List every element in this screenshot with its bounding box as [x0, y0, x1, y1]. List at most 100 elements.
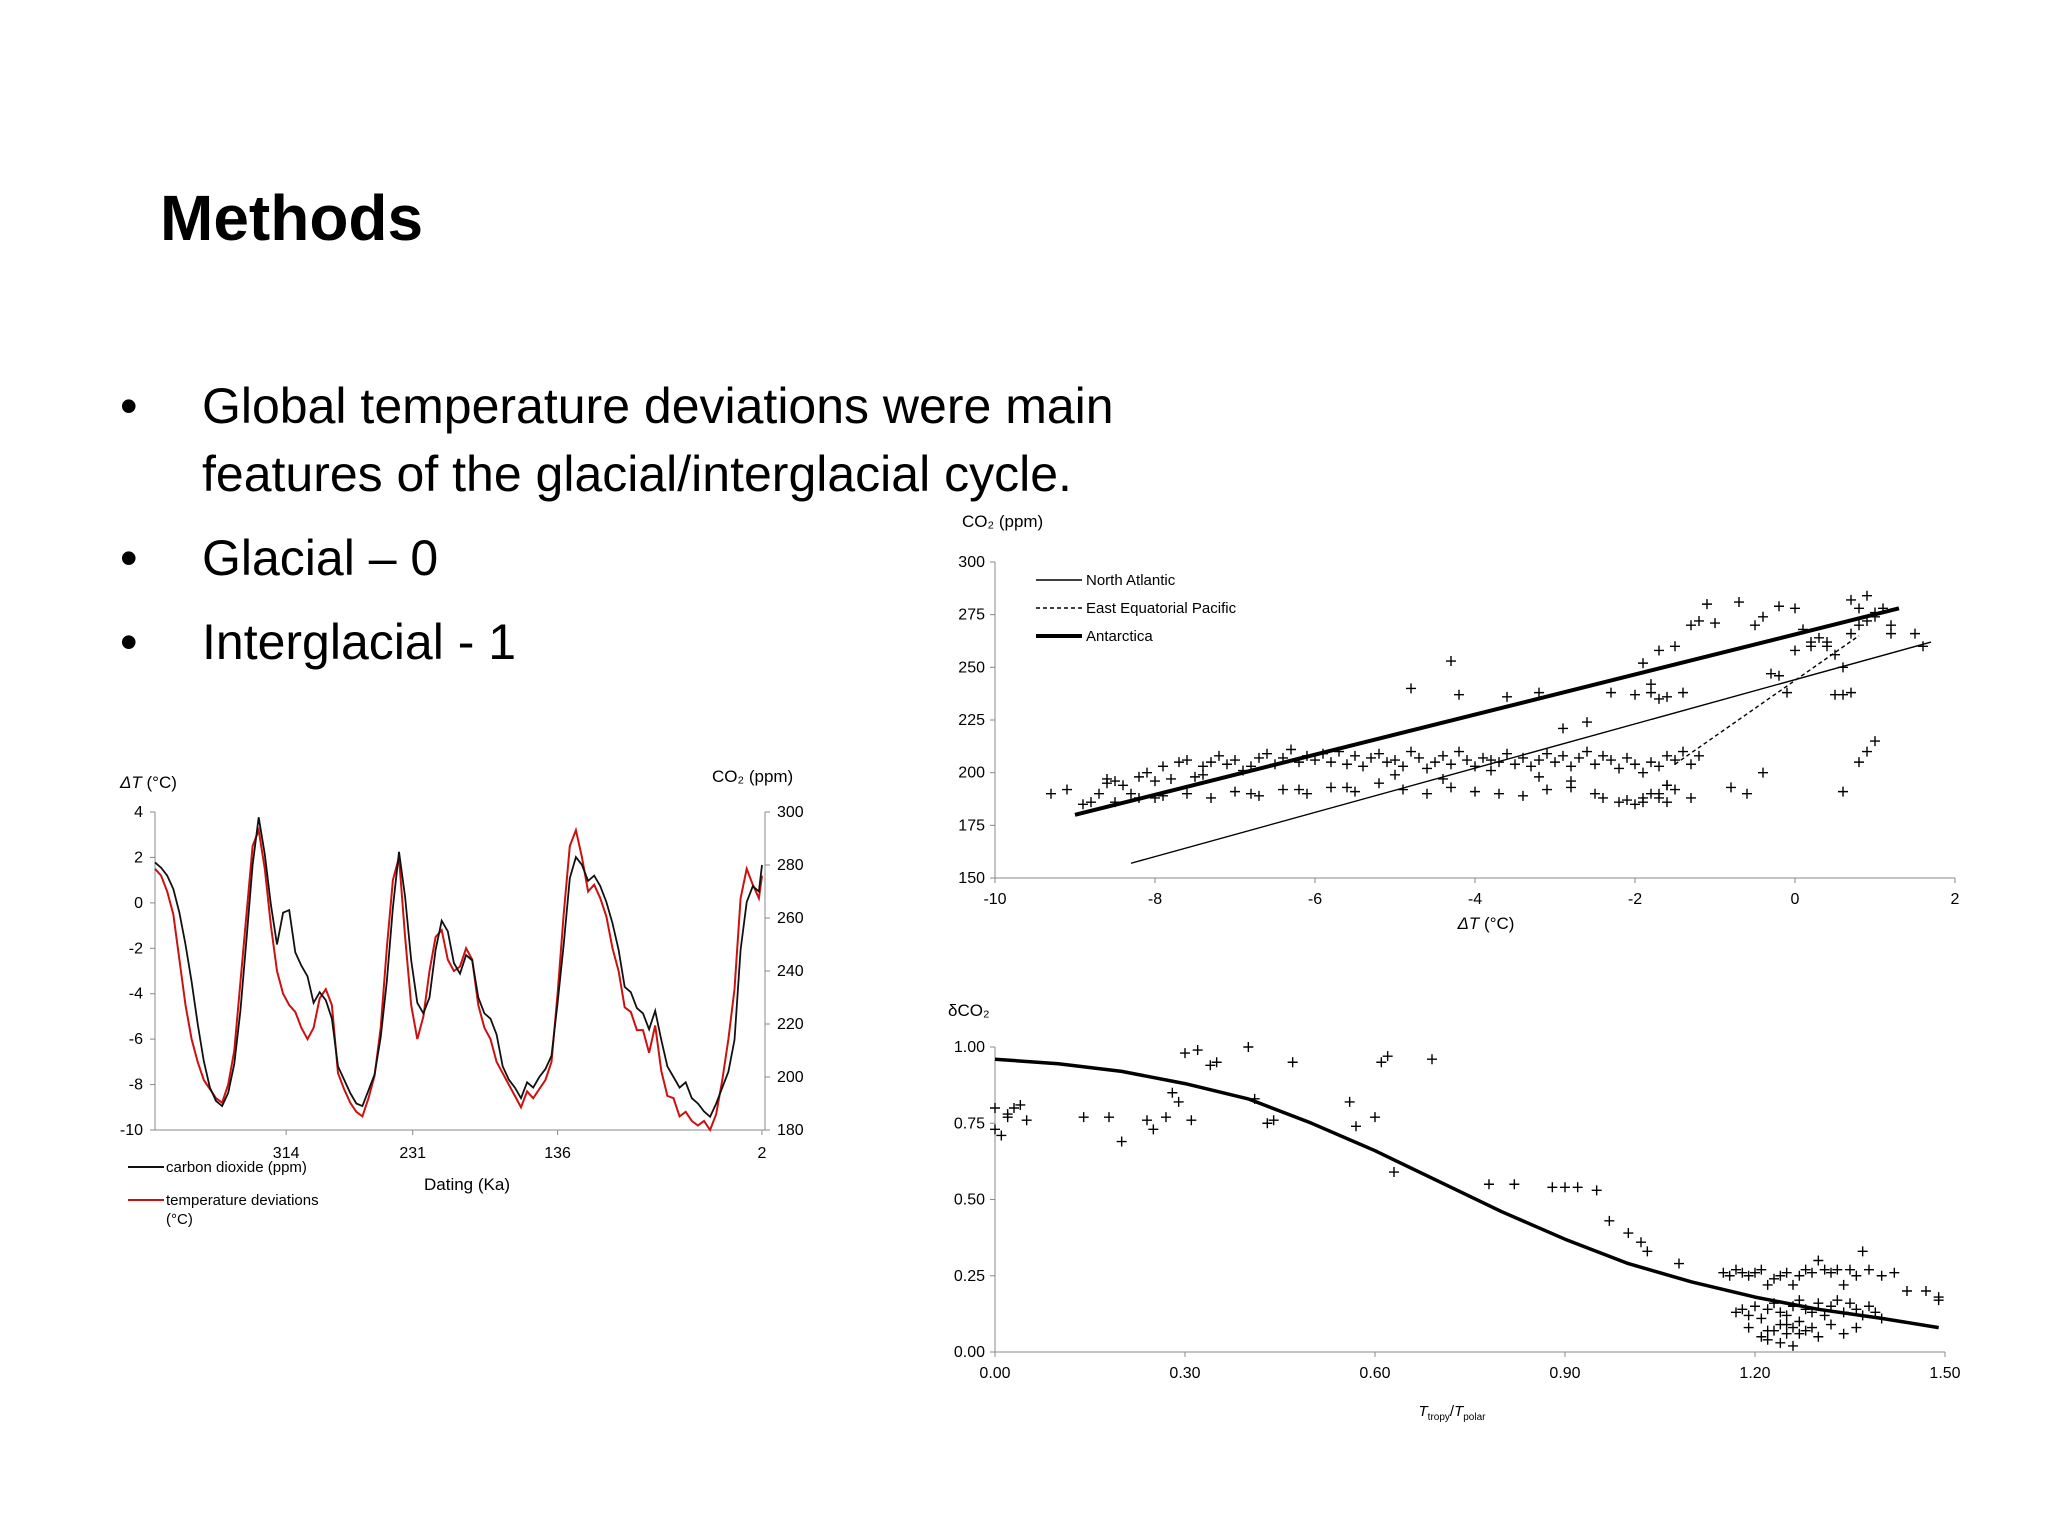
fit-curve [994, 1057, 1939, 1330]
data-point [1838, 1328, 1849, 1339]
data-point [1590, 788, 1600, 799]
data-point [1214, 750, 1224, 761]
data-point [1591, 1185, 1602, 1196]
data-point [1604, 1215, 1615, 1226]
data-point [1142, 1115, 1152, 1126]
data-point [1166, 773, 1176, 784]
data-point [1921, 1286, 1931, 1296]
y-axis-label: δCO₂ [948, 1001, 990, 1020]
bullet-text: Glacial – 0 [202, 530, 439, 586]
data-point [1846, 687, 1856, 698]
data-point [1838, 689, 1848, 700]
y-tick-label: 0.00 [954, 1344, 985, 1361]
data-point [1086, 797, 1096, 808]
data-point [1756, 1264, 1767, 1275]
data-point [990, 1103, 1000, 1113]
data-point [1342, 782, 1352, 793]
data-point [1598, 792, 1608, 803]
legend-label-co2: carbon dioxide (ppm) [166, 1159, 307, 1176]
data-point [1438, 750, 1448, 761]
x-tick-label: 1.50 [1929, 1365, 1960, 1382]
data-point [1790, 603, 1800, 614]
data-point [1800, 1264, 1811, 1275]
data-point [1406, 746, 1416, 757]
y-tick-label: 0.50 [954, 1192, 985, 1209]
data-point [990, 1124, 1000, 1135]
data-point [1462, 755, 1472, 766]
data-point [1737, 1304, 1748, 1315]
data-point [1358, 761, 1368, 772]
data-point [1446, 759, 1456, 770]
data-point [1134, 771, 1144, 782]
data-point [1766, 668, 1776, 679]
data-point [1775, 1337, 1786, 1348]
data-point [1790, 645, 1800, 656]
data-point [1180, 1048, 1190, 1059]
data-point [1807, 1267, 1817, 1278]
right-tick-label: 260 [777, 910, 804, 927]
data-point [1642, 1246, 1653, 1257]
y-tick-label: 300 [958, 554, 985, 571]
data-point [1731, 1264, 1741, 1275]
legend-label-east-equatorial-pacific: East Equatorial Pacific [1086, 600, 1237, 617]
data-point [1454, 746, 1464, 757]
data-point [1326, 782, 1336, 793]
data-point [1807, 1322, 1817, 1333]
data-point [1854, 620, 1864, 631]
data-point [1702, 599, 1712, 610]
data-point [1886, 620, 1896, 631]
data-point [1826, 1267, 1836, 1278]
y-tick-label: 0.75 [954, 1115, 985, 1132]
data-point [1788, 1340, 1798, 1351]
data-point [1622, 795, 1632, 806]
data-point [1654, 761, 1664, 772]
data-point [1756, 1331, 1767, 1342]
data-point [1198, 769, 1208, 780]
y-tick-label: 200 [958, 765, 985, 782]
data-point [1382, 1051, 1393, 1062]
data-point [1094, 788, 1104, 799]
data-point [1654, 645, 1664, 656]
y-tick-label: 250 [958, 659, 985, 676]
data-point [1769, 1273, 1779, 1284]
data-point [1750, 620, 1760, 631]
data-point [1534, 755, 1544, 766]
data-point [1192, 1045, 1203, 1056]
data-point [1762, 1304, 1773, 1315]
data-point [1350, 750, 1360, 761]
data-point [1846, 594, 1856, 605]
data-point [1246, 788, 1256, 799]
data-point [1762, 1334, 1773, 1345]
data-point [1021, 1115, 1032, 1126]
data-point [1670, 784, 1680, 795]
data-point [1832, 1264, 1843, 1275]
data-point [1622, 752, 1632, 763]
data-point [1286, 744, 1296, 755]
data-point [1046, 788, 1056, 799]
data-point [1390, 755, 1400, 766]
data-point [1819, 1310, 1830, 1321]
fit-line-antarctica [1074, 606, 1900, 817]
chart-legend: carbon dioxide (ppm) temperature deviati… [128, 1159, 319, 1228]
data-point [1614, 763, 1624, 774]
data-point [1638, 767, 1648, 778]
x-axis-label: ΔT (°C) [1457, 914, 1515, 933]
data-point [1406, 683, 1416, 694]
data-point [1813, 1298, 1824, 1309]
timeseries-chart: ΔT (°C) CO₂ (ppm) Dating (Ka) carbon dio… [119, 767, 804, 1228]
data-point [1509, 1179, 1520, 1190]
data-point [1186, 1115, 1197, 1126]
data-point [1478, 752, 1488, 763]
data-point [1566, 776, 1576, 787]
data-point [1864, 1301, 1874, 1312]
x-tick-label: -4 [1468, 891, 1482, 908]
left-tick-label: -10 [120, 1122, 143, 1139]
data-point [1862, 746, 1872, 757]
data-point [1206, 757, 1216, 768]
data-point [1302, 788, 1312, 799]
data-point [1390, 769, 1400, 780]
data-point [1813, 1331, 1824, 1342]
x-tick-label: 0.60 [1359, 1365, 1390, 1382]
data-point [1550, 757, 1560, 768]
data-point [1161, 1112, 1171, 1123]
